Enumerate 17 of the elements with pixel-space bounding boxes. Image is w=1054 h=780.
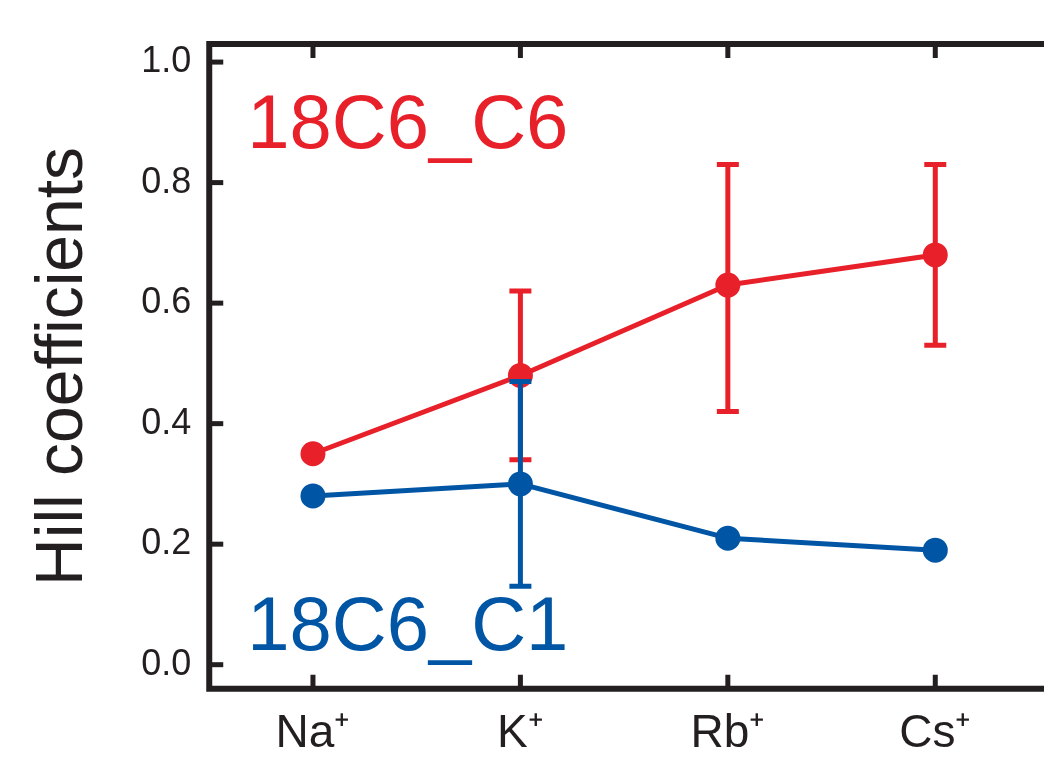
y-tick-label: 0.8 [141, 159, 192, 201]
y-tick-label: 0.6 [141, 280, 192, 322]
x-tick-label: Cs⁺ [899, 705, 972, 758]
y-axis-title: Hill coefficients [21, 146, 96, 586]
y-tick-label: 0.2 [141, 521, 192, 563]
point [922, 537, 948, 563]
x-tick-label: Rb⁺ [690, 705, 766, 758]
point [300, 483, 326, 509]
y-tick-label: 0.4 [141, 400, 192, 442]
series-label: 18C6_C1 [247, 580, 569, 666]
x-tick-label: Na⁺ [275, 705, 351, 758]
y-tick-label: 1.0 [141, 39, 192, 80]
y-tick-label: 0.0 [141, 641, 192, 683]
x-tick-label: K⁺ [497, 705, 544, 758]
point [300, 441, 326, 467]
text: 18C6_C6 [247, 78, 569, 164]
point [715, 525, 741, 551]
